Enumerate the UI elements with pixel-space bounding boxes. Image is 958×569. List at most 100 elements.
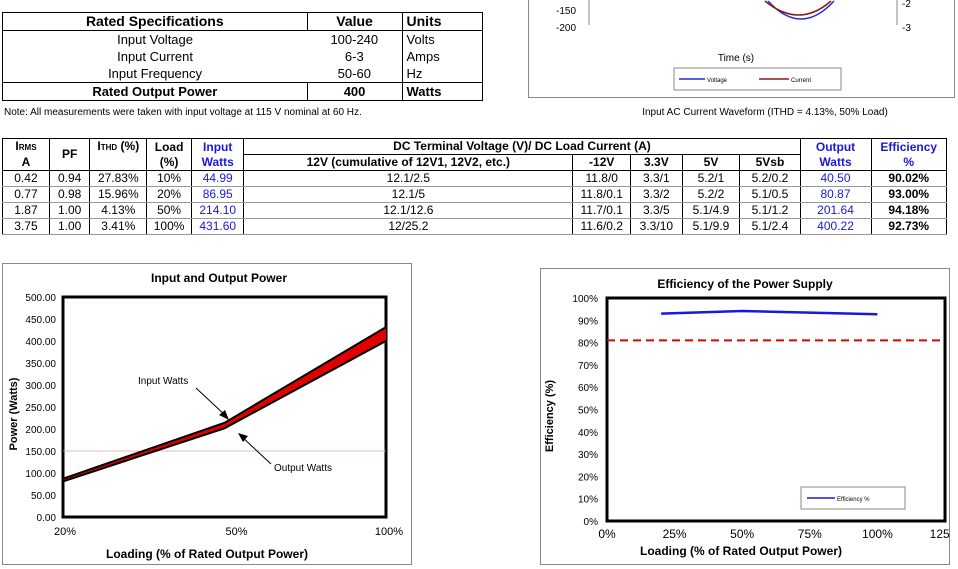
power-y-tick: 0.00 bbox=[37, 513, 57, 524]
efficiency-x-tick: 50% bbox=[730, 527, 754, 541]
cell-5vsb: 5.1/0.5 bbox=[739, 186, 801, 203]
efficiency-y-tick: 80% bbox=[578, 339, 598, 350]
legend-current-label: Current bbox=[791, 78, 811, 84]
rated-spec-table: Rated Specifications Value Units Input V… bbox=[2, 12, 484, 101]
cell-output-watts: 400.22 bbox=[799, 218, 872, 235]
input-watts-line bbox=[62, 326, 387, 480]
spec-value: 100-240 bbox=[307, 30, 403, 48]
efficiency-y-tick: 40% bbox=[578, 428, 598, 439]
cell-12v: 12.1/2.5 bbox=[243, 170, 574, 187]
ithd-unit: (%) bbox=[117, 139, 140, 153]
cell-efficiency: 90.02% bbox=[870, 170, 948, 187]
cell-33v: 3.3/10 bbox=[630, 218, 683, 235]
input-watts-arrow bbox=[195, 387, 227, 417]
cell-irms: 3.75 bbox=[2, 218, 50, 235]
cell-efficiency: 94.18% bbox=[870, 202, 948, 219]
power-x-label: Loading (% of Rated Output Power) bbox=[106, 547, 308, 561]
efficiency-y-tick: 50% bbox=[578, 406, 598, 417]
power-x-tick: 20% bbox=[54, 526, 76, 538]
cell-irms: 1.87 bbox=[2, 202, 50, 219]
legend-voltage-label: Voltage bbox=[707, 78, 728, 84]
efficiency-line bbox=[661, 309, 878, 316]
load-label: Load bbox=[154, 139, 184, 154]
cell-5vsb: 5.1/2.4 bbox=[739, 218, 801, 235]
output-label: Output bbox=[815, 139, 856, 154]
efficiency-x-tick: 25% bbox=[663, 527, 687, 541]
power-chart: Input and Output Power Power (Watts) Loa… bbox=[8, 271, 403, 561]
cell-5v: 5.1/9.9 bbox=[681, 218, 741, 235]
output-watts-annotation: Output Watts bbox=[274, 463, 332, 474]
input-watts-annotation: Input Watts bbox=[138, 376, 188, 387]
power-y-tick: 350.00 bbox=[25, 359, 56, 370]
col-pf-header: PF bbox=[48, 138, 91, 171]
col-33v-header: 3.3V bbox=[630, 154, 683, 171]
waveform-caption: Input AC Current Waveform (ITHD = 4.13%,… bbox=[642, 107, 888, 118]
cell-efficiency: 92.73% bbox=[870, 218, 948, 235]
col-m12v-header: -12V bbox=[572, 154, 632, 171]
cell-12v: 12/25.2 bbox=[243, 218, 574, 235]
waveform-chart: -150 -200 -2 -3 Time (s) Voltage Current bbox=[556, 0, 911, 91]
test-results-table: IRMS A PF ITHD (%) Load (%) Input Watts … bbox=[2, 138, 948, 235]
efficiency-x-tick: 100% bbox=[862, 527, 893, 541]
cell-input-watts: 86.95 bbox=[190, 186, 245, 203]
waveform-y-tick: -150 bbox=[556, 6, 576, 17]
spec-header-label: Rated Specifications bbox=[2, 12, 308, 31]
spec-value: 6-3 bbox=[307, 48, 403, 65]
efficiency-x-label: Loading (% of Rated Output Power) bbox=[640, 544, 842, 558]
waveform-y-tick: -200 bbox=[556, 23, 576, 34]
spec-units: Amps bbox=[401, 48, 484, 65]
table-row: 0.42 0.94 27.83% 10% 44.99 12.1/2.5 11.8… bbox=[2, 170, 948, 187]
col-input-header: Input Watts bbox=[190, 138, 245, 171]
efficiency-x-tick: 0% bbox=[598, 527, 616, 541]
power-y-tick: 150.00 bbox=[25, 447, 56, 458]
power-y-tick: 400.00 bbox=[25, 337, 56, 348]
spec-label: Input Current bbox=[2, 48, 308, 65]
efficiency-y-tick: 70% bbox=[578, 361, 598, 372]
cell-5vsb: 5.2/0.2 bbox=[739, 170, 801, 187]
waveform-legend bbox=[673, 67, 842, 91]
power-y-label: Power (Watts) bbox=[8, 377, 20, 450]
cell-5v: 5.2/1 bbox=[681, 170, 741, 187]
efficiency-y-tick: 20% bbox=[578, 472, 598, 483]
cell-output-watts: 201.64 bbox=[799, 202, 872, 219]
legend-efficiency-label: Efficiency % bbox=[837, 497, 870, 503]
cell-load: 10% bbox=[146, 170, 192, 187]
cell-m12v: 11.8/0 bbox=[572, 170, 632, 187]
efficiency-y-tick: 10% bbox=[578, 495, 598, 506]
col-5v-header: 5V bbox=[681, 154, 741, 171]
efficiency-x-tick: 125% bbox=[930, 527, 949, 541]
eff-unit: % bbox=[903, 154, 915, 169]
waveform-x-label: Time (s) bbox=[718, 53, 754, 64]
efficiency-x-tick: 75% bbox=[798, 527, 822, 541]
spec-value: 400 bbox=[306, 82, 403, 101]
current-wave bbox=[764, 0, 832, 16]
cell-efficiency: 93.00% bbox=[870, 186, 948, 203]
cell-12v: 12.1/5 bbox=[243, 186, 574, 203]
spec-header-value: Value bbox=[306, 12, 403, 31]
cell-ithd: 27.83% bbox=[89, 170, 148, 187]
spec-units: Volts bbox=[401, 30, 484, 48]
irms-subscript: RMS bbox=[18, 143, 37, 152]
input-watts-arrowhead bbox=[219, 410, 229, 420]
cell-input-watts: 44.99 bbox=[190, 170, 245, 187]
load-unit: (%) bbox=[159, 154, 179, 169]
cell-pf: 0.94 bbox=[48, 170, 91, 187]
cell-ithd: 4.13% bbox=[89, 202, 148, 219]
efficiency-chart-frame: Efficiency of the Power Supply Efficienc… bbox=[540, 268, 958, 565]
efficiency-y-tick: 30% bbox=[578, 450, 598, 461]
efficiency-legend bbox=[800, 486, 906, 510]
cell-input-watts: 214.10 bbox=[190, 202, 245, 219]
power-chart-frame: Input and Output Power Power (Watts) Loa… bbox=[2, 263, 412, 565]
spec-label: Rated Output Power bbox=[2, 82, 308, 101]
cell-load: 100% bbox=[146, 218, 192, 235]
efficiency-y-tick: 100% bbox=[572, 294, 598, 305]
waveform-chart-frame: -150 -200 -2 -3 Time (s) Voltage Current bbox=[528, 0, 955, 98]
spec-units: Watts bbox=[401, 82, 484, 101]
irms-symbol: I bbox=[15, 139, 19, 153]
cell-output-watts: 40.50 bbox=[799, 170, 872, 187]
power-plot-area bbox=[61, 295, 388, 519]
power-y-tick: 500.00 bbox=[25, 293, 56, 304]
output-watts-arrowhead bbox=[238, 433, 248, 442]
cell-m12v: 11.8/0.1 bbox=[572, 186, 632, 203]
power-y-tick: 300.00 bbox=[25, 381, 56, 392]
